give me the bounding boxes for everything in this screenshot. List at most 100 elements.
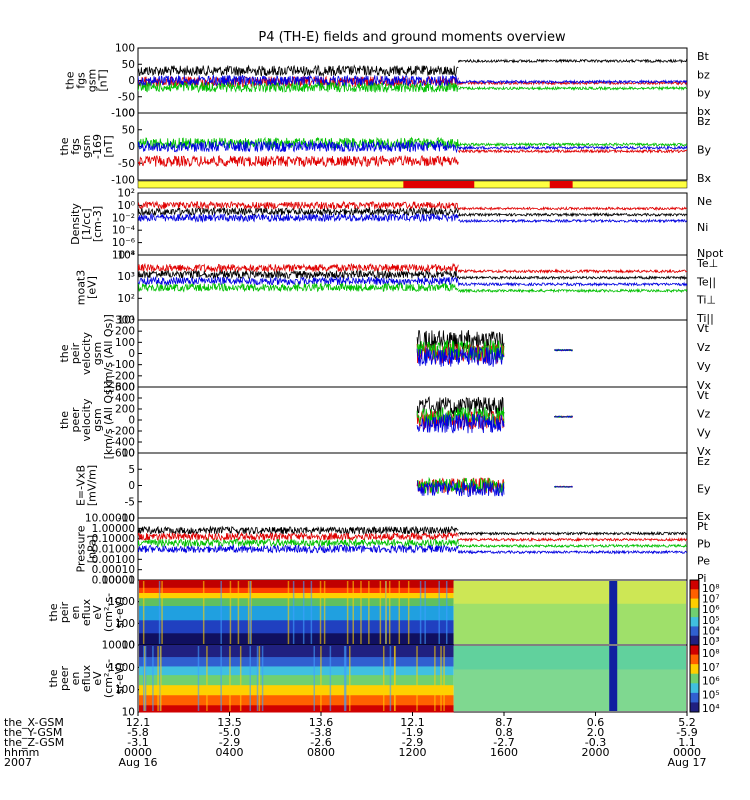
- legend-peir_velocity-1: Vz: [697, 341, 711, 354]
- ytick-label: 200: [115, 404, 135, 416]
- legend-fgs_gse-0: Bz: [697, 115, 711, 128]
- xaxis-z-label: -0.3: [585, 736, 606, 749]
- ylabel-line: the: [64, 71, 77, 89]
- legend-temperature-2: Ti⊥: [696, 294, 716, 307]
- ylabel-line: moat3: [75, 270, 88, 306]
- ytick-label: 1.00000: [92, 523, 135, 535]
- panel-peer_velocity: 6004002000-200-400-600thepeervelocitygsm…: [58, 381, 712, 460]
- ytick-label: 600: [115, 382, 135, 394]
- trace-Bt: [138, 58, 687, 78]
- trace-bx: [138, 74, 687, 88]
- legend-pressure-2: Pe: [697, 555, 710, 568]
- trace-Pt: [138, 525, 687, 537]
- ytick-label: -5: [125, 496, 135, 508]
- ytick-label: -200: [111, 370, 135, 382]
- xaxis-y-label: -5.8: [127, 726, 148, 739]
- xaxis-x-label: 13.5: [217, 716, 242, 729]
- spectrum-band: [139, 633, 454, 646]
- panel-frame: [137, 452, 688, 519]
- trace-Te||: [138, 269, 687, 281]
- trace-Bx: [138, 139, 687, 154]
- trace-Ne: [138, 200, 687, 212]
- ytick-label: -300: [111, 382, 135, 394]
- panel-pressure: 10.000001.000000.100000.010000.001000.00…: [75, 513, 711, 587]
- ytick-label: 10¹: [117, 315, 135, 327]
- ytick-label: 0.01000: [92, 544, 135, 556]
- spectrum-streak: [323, 581, 326, 644]
- ytick-label: 50: [122, 124, 135, 136]
- spectrum-band: [139, 685, 454, 696]
- ylabel-line: eV: [91, 605, 104, 620]
- legend-density-0: Ne: [697, 195, 712, 208]
- colorbar-frame: [689, 644, 700, 713]
- colorbar-label: 10⁵: [702, 689, 720, 701]
- spectrum-streak: [360, 581, 362, 644]
- spectrum-streak: [142, 581, 145, 644]
- ytick-label: 1000: [108, 662, 135, 674]
- ylabel-line: eV: [91, 671, 104, 686]
- panel-traces: [138, 525, 687, 555]
- xaxis-z-label: 1.1: [678, 736, 696, 749]
- ytick-label: 50: [122, 59, 135, 71]
- xaxis-x-label: 8.7: [495, 716, 513, 729]
- legend-pressure-1: Pb: [697, 537, 711, 550]
- panel-frame: [137, 319, 688, 388]
- ylabel-line: [1/cc]: [80, 208, 93, 239]
- legend-fgs-0: Bt: [697, 50, 710, 63]
- colorbar-label: 10⁷: [702, 594, 720, 606]
- ylabel-line: peir: [58, 601, 71, 623]
- xaxis-hhmm-label: 0400: [216, 746, 244, 759]
- spectrum-streak: [202, 581, 205, 644]
- spectrum-streak: [220, 646, 222, 711]
- ylabel: moat3[eV]: [75, 270, 99, 306]
- xaxis-y-label: 2.0: [587, 726, 605, 739]
- ylabel-line: Pressure: [75, 525, 88, 572]
- ylabel-line: sr-eV): [113, 662, 126, 694]
- spectrum-band: [139, 666, 454, 676]
- xaxis-row-label: the_Y-GSM: [4, 726, 62, 739]
- ytick-label: 10²: [117, 293, 135, 305]
- colorbar-segment: [690, 607, 699, 618]
- panel-traces: [416, 476, 573, 497]
- spectrum-streak: [249, 581, 252, 644]
- trace-Te⊥: [138, 262, 687, 274]
- xaxis-hhmm-label: 1200: [399, 746, 427, 759]
- ylabel-line: [km/s (All Qs)]: [102, 381, 115, 460]
- ytick-label: 0.00001: [92, 575, 135, 587]
- colorbar-label: 10⁶: [702, 676, 720, 688]
- ylabel-line: the: [47, 603, 60, 621]
- xaxis-z-label: -3.1: [127, 736, 148, 749]
- ylabel-line: -169: [91, 134, 104, 159]
- ytick-label: 0: [128, 415, 135, 427]
- spectrum-streak: [434, 646, 436, 711]
- ylabel-line: E=-VxB: [75, 465, 88, 506]
- ytick-label: 1000: [108, 596, 135, 608]
- trace-Pi: [138, 543, 687, 555]
- ytick-label: 10: [122, 640, 135, 652]
- legend-peir_velocity-0: Vt: [697, 322, 710, 335]
- colorbar-segment: [690, 654, 699, 665]
- ylabel-line: velocity: [80, 398, 93, 441]
- legend-peer_velocity-2: Vy: [697, 426, 711, 439]
- ytick-label: 10000: [102, 575, 135, 587]
- spectrum-streak: [329, 646, 332, 711]
- panel-traces: [138, 136, 687, 168]
- spectrum-streak: [292, 581, 295, 644]
- spectrum-streak: [343, 646, 346, 711]
- ylabel-line: the: [58, 411, 71, 429]
- spectrum-band: [139, 593, 454, 599]
- spectrum-streak: [440, 646, 442, 711]
- trace-Ni: [138, 206, 687, 218]
- spectrum-streak: [143, 646, 145, 711]
- spectrum-gap: [609, 581, 618, 644]
- legend-density-1: Ni: [697, 221, 708, 234]
- ylabel-line: peer: [58, 666, 71, 692]
- ytick-label: 10³: [117, 271, 135, 283]
- xaxis-z-label: -2.6: [310, 736, 331, 749]
- spectrum-streak: [382, 646, 385, 711]
